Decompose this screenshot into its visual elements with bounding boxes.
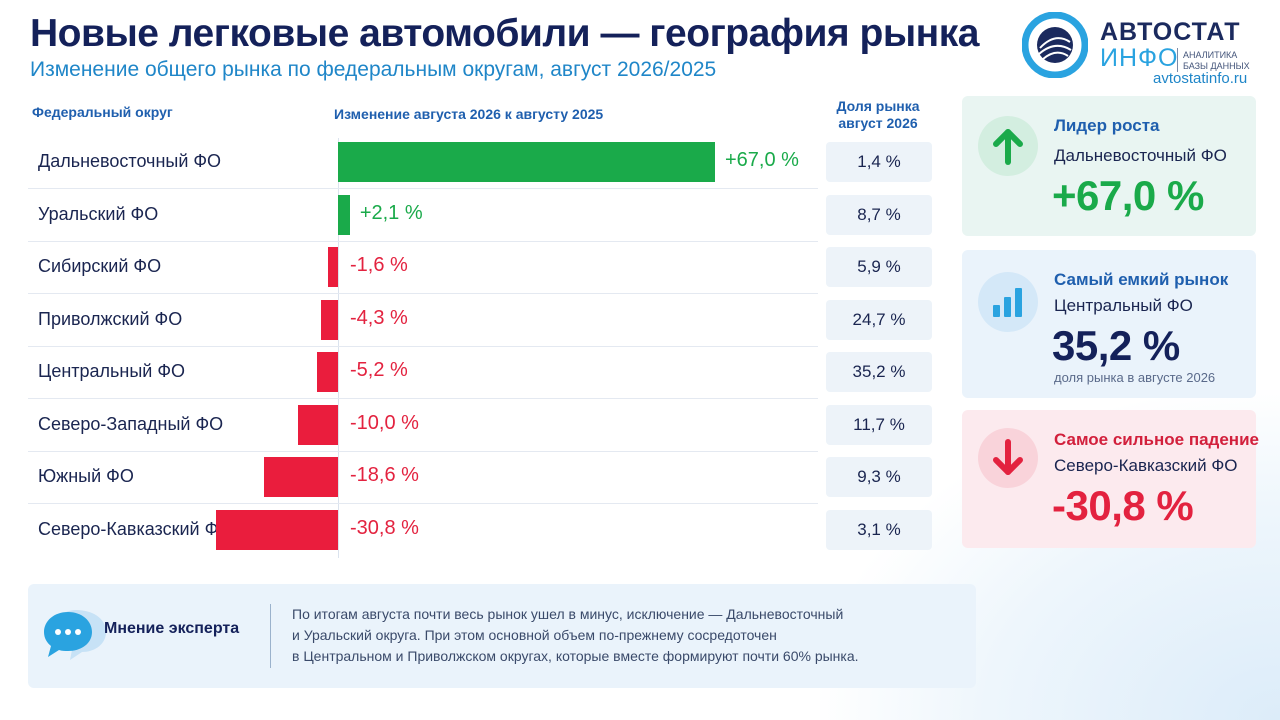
market-share-value: 35,2 % — [826, 352, 932, 392]
card-growth-heading: Лидер роста — [1054, 116, 1160, 135]
market-share-value: 5,9 % — [826, 247, 932, 287]
column-header-share: Доля рынка август 2026 — [836, 98, 920, 131]
logo-main-text: АВТОСТАТ — [1100, 18, 1241, 46]
chart-bar — [264, 457, 338, 497]
logo-url-link[interactable]: avtostatinfo.ru — [1153, 70, 1248, 87]
page-subtitle: Изменение общего рынка по федеральным ок… — [30, 58, 717, 81]
chart-row: Уральский ФО +2,1 % 8,7 % — [28, 191, 934, 242]
row-divider — [28, 345, 818, 347]
market-share-value: 9,3 % — [826, 457, 932, 497]
page-title: Новые легковые автомобили — география ры… — [30, 12, 979, 55]
chart-value-label: -10,0 % — [350, 411, 419, 434]
chart-value-label: -5,2 % — [350, 359, 408, 381]
card-growth-leader: Лидер роста Дальневосточный ФО +67,0 % — [962, 96, 1256, 236]
chart-value-label: -30,8 % — [350, 516, 419, 539]
region-label: Северо-Кавказский ФО — [38, 518, 233, 539]
expert-text-line: По итогам августа почти весь рынок ушел … — [292, 606, 844, 622]
region-bar-chart: Дальневосточный ФО +67,0 % 1,4 % Уральский … — [28, 138, 934, 558]
logo-tagline-1: АНАЛИТИКА — [1183, 50, 1238, 60]
expert-opinion-panel: Мнение эксперта По итогам августа почти … — [28, 584, 976, 688]
logo-tagline-2: БАЗЫ ДАННЫХ — [1183, 61, 1250, 71]
region-label: Сибирский ФО — [38, 256, 162, 276]
brand-logo[interactable]: АВТОСТАТ ИНФО АНАЛИТИКА БАЗЫ ДАННЫХ avto… — [1020, 8, 1270, 90]
row-divider — [28, 188, 818, 189]
card-growth-value: +67,0 % — [1052, 172, 1204, 219]
logo-separator — [1177, 48, 1178, 72]
chart-value-label: -4,3 % — [350, 306, 408, 329]
chart-row: Северо-Кавказский ФО -30,8 % 3,1 % — [28, 506, 934, 554]
region-label: Приволжский ФО — [38, 308, 183, 329]
chat-bubble-icon — [44, 610, 106, 660]
market-share-value: 1,4 % — [826, 142, 932, 182]
chart-value-label: +67,0 % — [725, 149, 799, 171]
card-decline-heading: Самое сильное падение — [1054, 430, 1259, 449]
region-label: Северо-Западный ФО — [38, 413, 224, 434]
chart-value-label: -18,6 % — [350, 464, 419, 486]
chart-bar — [338, 194, 350, 235]
row-divider — [28, 398, 818, 399]
chart-row: Приволжский ФО -4,3 % 24,7 % — [28, 296, 934, 347]
bar-chart-icon — [978, 272, 1038, 332]
column-header-change: Изменение августа 2026 к августу 2025 — [334, 106, 604, 122]
row-divider — [28, 293, 818, 294]
expert-separator — [270, 604, 271, 668]
card-largest-heading: Самый емкий рынок — [1054, 270, 1229, 289]
region-label: Центральный ФО — [38, 361, 186, 381]
market-share-value: 3,1 % — [826, 509, 932, 550]
chart-bar — [320, 299, 338, 340]
card-largest-name: Центральный ФО — [1054, 296, 1193, 315]
card-strongest-decline: Самое сильное падение Северо-Кавказский … — [962, 410, 1259, 548]
row-divider — [28, 503, 818, 504]
arrow-up-icon — [978, 116, 1038, 176]
chart-bar — [216, 509, 338, 550]
chart-bar — [317, 352, 338, 392]
row-divider — [28, 450, 818, 452]
region-label: Уральский ФО — [38, 203, 159, 224]
arrow-down-icon — [978, 428, 1038, 488]
expert-opinion-text: По итогам августа почти весь рынок ушел … — [292, 604, 859, 667]
logo-globe-icon — [1022, 12, 1088, 78]
card-largest-market: Самый емкий рынок Центральный ФО 35,2 % … — [962, 250, 1256, 398]
chart-row: Сибирский ФО -1,6 % 5,9 % — [28, 243, 934, 294]
chart-zero-axis — [338, 138, 339, 558]
chart-bar — [328, 247, 338, 287]
expert-opinion-label: Мнение эксперта — [104, 620, 240, 637]
chart-row: Северо-Западный ФО -10,0 % 11,7 % — [28, 401, 934, 452]
row-divider — [28, 240, 818, 242]
card-decline-value: -30,8 % — [1052, 482, 1194, 529]
card-largest-value: 35,2 % — [1052, 322, 1180, 369]
card-growth-name: Дальневосточный ФО — [1054, 146, 1227, 165]
region-label: Дальневосточный ФО — [38, 151, 222, 171]
chart-bar — [338, 142, 715, 182]
market-share-value: 24,7 % — [826, 299, 932, 340]
logo-sub-text: ИНФО — [1100, 44, 1179, 72]
chart-row: Центральный ФО -5,2 % 35,2 % — [28, 348, 934, 399]
market-share-value: 11,7 % — [826, 404, 932, 445]
chart-bar — [298, 404, 338, 445]
chart-value-label: -1,6 % — [350, 254, 408, 276]
chart-row: Южный ФО -18,6 % 9,3 % — [28, 453, 934, 504]
chart-value-label: +2,1 % — [359, 201, 423, 224]
card-decline-name: Северо-Кавказский ФО — [1054, 456, 1238, 475]
expert-text-line: и Уральский округа. При этом основной об… — [292, 627, 777, 643]
column-header-region: Федеральный округ — [32, 104, 173, 120]
region-label: Южный ФО — [38, 466, 134, 486]
card-largest-note: доля рынка в августе 2026 — [1054, 370, 1216, 385]
market-share-value: 8,7 % — [826, 194, 932, 235]
chart-row: Дальневосточный ФО +67,0 % 1,4 % — [28, 138, 934, 189]
expert-text-line: в Центральном и Приволжском округах, кот… — [292, 648, 859, 664]
